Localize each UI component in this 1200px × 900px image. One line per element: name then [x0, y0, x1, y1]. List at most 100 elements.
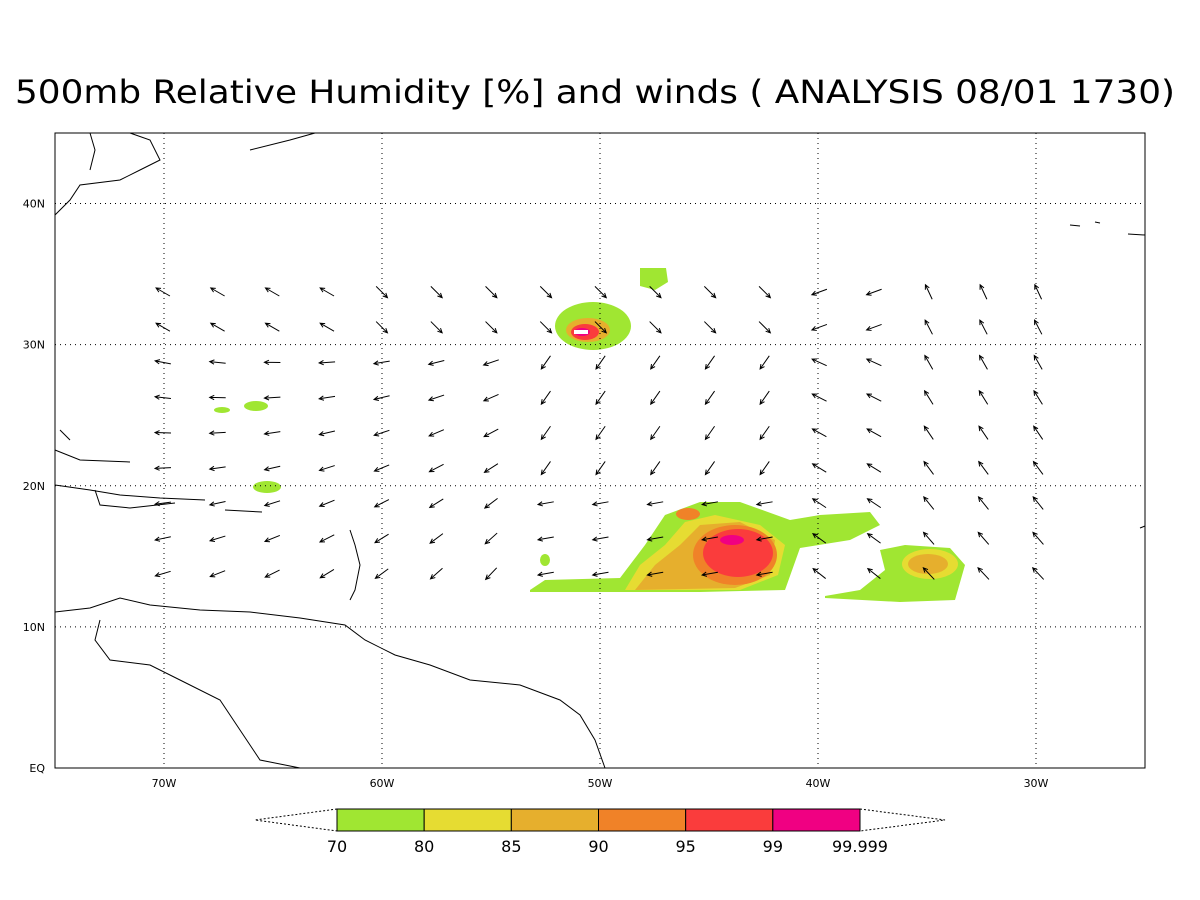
coastline	[54, 597, 606, 769]
wind-arrow	[263, 395, 281, 401]
wind-arrow	[700, 501, 718, 507]
wind-arrow	[759, 390, 770, 406]
wind-arrow	[430, 321, 443, 334]
wind-arrow	[317, 360, 336, 366]
wind-arrow	[264, 569, 280, 578]
wind-arrow	[865, 393, 882, 402]
coastline	[349, 529, 361, 601]
wind-arrow	[923, 496, 935, 510]
wind-arrow	[482, 359, 499, 367]
y-tick-label: 10N	[23, 621, 45, 634]
wind-arrow	[923, 389, 934, 405]
wind-arrow	[318, 534, 335, 543]
wind-arrow	[1032, 460, 1044, 475]
wind-arrow	[427, 359, 445, 366]
wind-arrow	[811, 463, 827, 473]
wind-arrow	[208, 359, 226, 365]
coastline	[94, 619, 301, 769]
wind-arrow	[264, 287, 280, 297]
wind-arrow	[155, 287, 171, 297]
coastline	[54, 484, 263, 513]
coastlines	[54, 132, 1146, 769]
wind-arrow	[591, 501, 609, 507]
humidity-field	[214, 268, 965, 602]
coastline	[54, 429, 131, 463]
wind-arrow	[154, 536, 171, 542]
wind-arrow	[978, 460, 989, 475]
wind-arrow	[429, 567, 443, 580]
colorbar-swatch	[423, 808, 512, 832]
wind-arrow	[430, 285, 443, 299]
wind-arrow	[866, 498, 882, 509]
wind-arrow	[1033, 425, 1044, 440]
y-tick-label: 20N	[23, 480, 45, 493]
wind-arrow	[318, 430, 336, 437]
wind-arrow	[485, 321, 498, 334]
wind-arrow	[1034, 283, 1043, 300]
wind-arrow	[865, 323, 882, 331]
wind-arrow	[209, 287, 225, 297]
wind-arrow	[318, 499, 335, 508]
wind-arrow	[540, 425, 551, 441]
wind-arrow	[1031, 566, 1045, 580]
wind-arrow	[978, 354, 988, 370]
wind-arrow	[866, 533, 881, 544]
wind-arrow	[209, 322, 225, 332]
wind-arrow	[811, 498, 827, 509]
wind-arrow	[319, 287, 335, 297]
colorbar-swatch	[598, 808, 687, 832]
wind-arrow	[536, 536, 554, 542]
wind-arrow	[595, 390, 606, 406]
wind-arrow	[866, 463, 882, 473]
wind-arrow	[375, 285, 389, 299]
humidity-area	[540, 554, 550, 566]
wind-arrow	[978, 425, 989, 440]
wind-arrow	[154, 359, 171, 365]
wind-arrow	[595, 461, 606, 476]
wind-arrow	[591, 571, 609, 577]
humidity-area	[908, 554, 948, 574]
wind-arrow	[428, 429, 445, 437]
wind-arrow	[427, 394, 445, 402]
wind-arrow	[811, 358, 827, 367]
colorbar-swatch	[510, 808, 600, 832]
humidity-area	[253, 481, 281, 493]
colorbar-label: 85	[501, 837, 521, 856]
wind-arrow	[759, 355, 770, 370]
wind-arrow	[153, 465, 172, 471]
colorbar-swatch	[772, 808, 861, 832]
wind-arrow	[1033, 389, 1043, 405]
wind-arrow	[704, 355, 715, 370]
wind-arrow	[540, 461, 551, 476]
humidity-area	[244, 401, 268, 411]
wind-arrow	[153, 501, 171, 507]
wind-arrow	[595, 355, 606, 370]
wind-arrow	[428, 498, 444, 509]
wind-arrow	[755, 501, 773, 507]
wind-arrow	[318, 465, 335, 472]
wind-arrow	[700, 536, 718, 542]
y-tick-label: 40N	[23, 198, 45, 211]
wind-arrow	[865, 288, 882, 296]
wind-arrow	[759, 461, 770, 476]
wind-arrow	[977, 496, 989, 510]
wind-arrow	[540, 355, 551, 370]
wind-arrow	[153, 430, 172, 436]
wind-arrow	[539, 285, 553, 299]
coastline	[54, 132, 316, 216]
wind-arrow	[812, 567, 826, 579]
wind-arrow	[924, 283, 933, 300]
wind-arrow	[263, 500, 281, 507]
wind-arrow	[979, 283, 988, 300]
wind-arrow	[703, 285, 717, 299]
map-title: 500mb Relative Humidity [%] and winds ( …	[15, 73, 1175, 111]
wind-arrow	[1032, 531, 1044, 545]
wind-arrow	[484, 567, 498, 581]
wind-arrow	[154, 570, 171, 578]
colorbar-label: 90	[588, 837, 608, 856]
wind-arrow	[372, 360, 390, 366]
coastline	[1069, 221, 1146, 529]
wind-arrow	[155, 322, 171, 332]
wind-arrow	[755, 571, 773, 577]
